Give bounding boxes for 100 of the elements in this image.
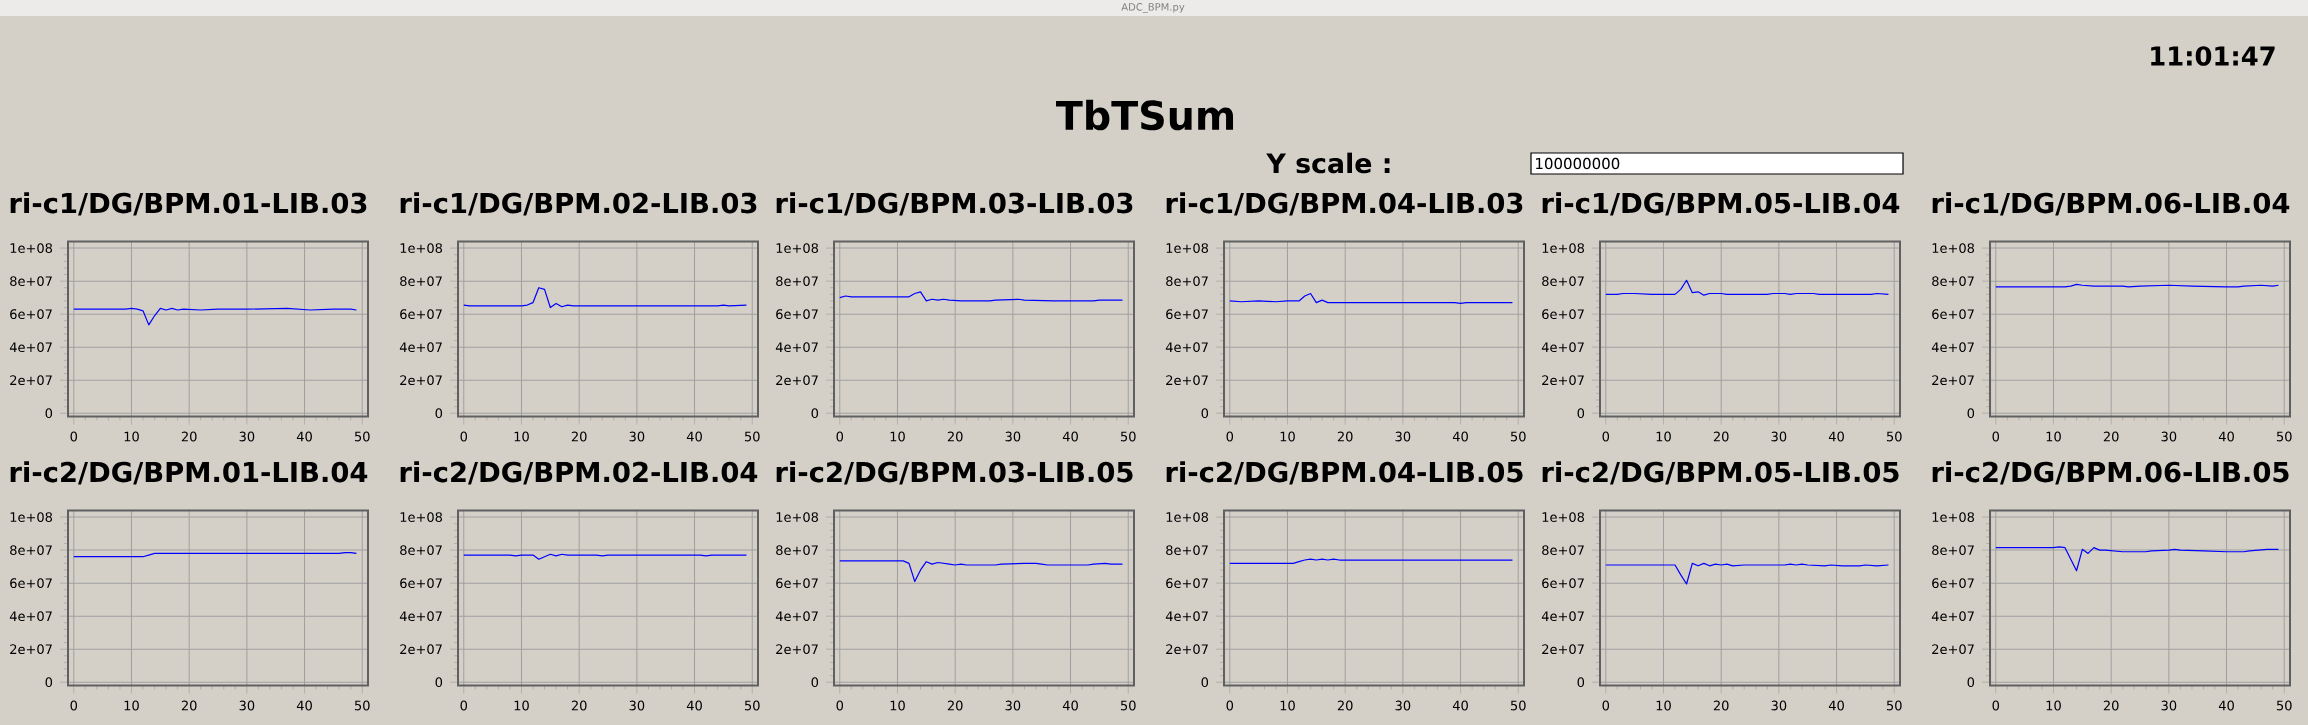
y-tick-label: 0 (1967, 677, 1975, 688)
x-tick-label: 10 (1280, 431, 1295, 442)
y-tick-label: 2e+07 (1166, 375, 1208, 386)
y-tick-label: 1e+08 (1542, 512, 1585, 523)
y-tick-label: 4e+07 (399, 611, 442, 622)
y-tick-label: 8e+07 (1932, 276, 1974, 287)
y-tick-label: 2e+07 (10, 644, 52, 655)
x-tick-label: 50 (354, 700, 370, 711)
y-tick-label: 1e+08 (1166, 243, 1209, 254)
x-tick-label: 40 (686, 700, 702, 711)
x-tick-label: 20 (947, 700, 963, 711)
x-tick-label: 40 (1452, 700, 1468, 711)
x-tick-label: 50 (2276, 431, 2292, 442)
x-tick-label: 10 (890, 700, 905, 711)
line-series (1995, 546, 2280, 572)
x-tick-label: 50 (1510, 431, 1526, 442)
x-tick-label: 0 (460, 431, 468, 442)
x-tick-label: 20 (571, 431, 587, 442)
x-tick-label: 50 (1510, 700, 1526, 711)
y-tick-label: 0 (1201, 408, 1209, 419)
x-tick-label: 0 (1602, 700, 1610, 711)
x-tick-label: 10 (514, 431, 529, 442)
x-tick-label: 40 (1452, 431, 1468, 442)
y-tick-label: 4e+07 (1541, 342, 1584, 353)
chart-title: ri-c2/DG/BPM.06-LIB.05 (1932, 461, 2289, 485)
y-tick-label: 8e+07 (776, 276, 818, 287)
x-tick-label: 10 (890, 431, 905, 442)
line-series (839, 291, 1124, 302)
y-tick-label: 4e+07 (1541, 611, 1584, 622)
y-tick-label: 1e+08 (400, 243, 443, 254)
y-tick-label: 8e+07 (1166, 545, 1208, 556)
x-tick-label: 0 (1992, 700, 2000, 711)
y-tick-label: 2e+07 (776, 644, 818, 655)
x-tick-label: 10 (1280, 700, 1295, 711)
y-tick-label: 2e+07 (1542, 644, 1584, 655)
y-tick-label: 0 (45, 677, 53, 688)
x-tick-label: 30 (1771, 700, 1787, 711)
x-tick-label: 50 (2276, 700, 2292, 711)
x-tick-label: 20 (181, 431, 197, 442)
y-tick-label: 8e+07 (1542, 276, 1584, 287)
line-series (1229, 292, 1514, 305)
text: 11:01:47 (2151, 46, 2275, 66)
y-tick-label: 0 (435, 408, 443, 419)
x-tick-label: 30 (1005, 700, 1021, 711)
y-tick-label: 2e+07 (1542, 375, 1584, 386)
y-tick-label: 0 (1577, 677, 1585, 688)
x-tick-label: 50 (1120, 431, 1136, 442)
x-tick-label: 30 (239, 700, 255, 711)
chart-title: ri-c2/DG/BPM.04-LIB.05 (1166, 461, 1523, 485)
chart-title: ri-c1/DG/BPM.05-LIB.04 (1542, 192, 1900, 216)
x-tick-label: 40 (1828, 431, 1844, 442)
y-tick-label: 8e+07 (400, 276, 442, 287)
y-tick-label: 4e+07 (775, 342, 818, 353)
y-tick-label: 4e+07 (1165, 611, 1208, 622)
y-tick-label: 6e+07 (400, 578, 442, 589)
x-tick-label: 10 (124, 700, 139, 711)
y-tick-label: 4e+07 (1165, 342, 1208, 353)
y-tick-label: 6e+07 (1932, 578, 1974, 589)
x-tick-label: 40 (2218, 700, 2234, 711)
x-tick-label: 50 (744, 700, 760, 711)
line-series (463, 287, 748, 309)
x-tick-label: 40 (2218, 431, 2234, 442)
x-tick-label: 0 (836, 431, 844, 442)
x-tick-label: 40 (686, 431, 702, 442)
y-tick-label: 1e+08 (776, 512, 819, 523)
x-tick-label: 50 (1886, 700, 1902, 711)
y-tick-label: 0 (1967, 408, 1975, 419)
y-tick-label: 4e+07 (1931, 342, 1974, 353)
y-tick-label: 2e+07 (400, 644, 442, 655)
y-tick-label: 2e+07 (10, 375, 52, 386)
y-tick-label: 6e+07 (1542, 578, 1584, 589)
line-series (839, 560, 1124, 583)
x-tick-label: 0 (1602, 431, 1610, 442)
y-tick-label: 8e+07 (776, 545, 818, 556)
y-tick-label: 1e+08 (776, 243, 819, 254)
text: TbTSum (1056, 99, 1234, 131)
chart-title: ri-c1/DG/BPM.04-LIB.03 (1166, 192, 1523, 216)
x-tick-label: 10 (2046, 700, 2061, 711)
x-tick-label: 40 (1828, 700, 1844, 711)
x-tick-label: 50 (1120, 700, 1136, 711)
x-tick-label: 50 (744, 431, 760, 442)
x-tick-label: 30 (629, 700, 645, 711)
x-tick-label: 20 (571, 700, 587, 711)
y-tick-label: 2e+07 (1166, 644, 1208, 655)
x-tick-label: 50 (1886, 431, 1902, 442)
y-tick-label: 6e+07 (10, 578, 52, 589)
y-tick-label: 4e+07 (9, 342, 52, 353)
y-tick-label: 4e+07 (9, 611, 52, 622)
y-tick-label: 4e+07 (775, 611, 818, 622)
y-tick-label: 2e+07 (776, 375, 818, 386)
y-tick-label: 1e+08 (400, 512, 443, 523)
x-tick-label: 20 (1713, 431, 1729, 442)
y-tick-label: 1e+08 (1932, 512, 1975, 523)
y-tick-label: 0 (1577, 408, 1585, 419)
x-tick-label: 30 (1395, 700, 1411, 711)
x-tick-label: 30 (1771, 431, 1787, 442)
y-tick-label: 2e+07 (1932, 375, 1974, 386)
y-tick-label: 0 (811, 677, 819, 688)
x-tick-label: 30 (629, 431, 645, 442)
chart-title: ri-c2/DG/BPM.03-LIB.05 (776, 461, 1133, 485)
